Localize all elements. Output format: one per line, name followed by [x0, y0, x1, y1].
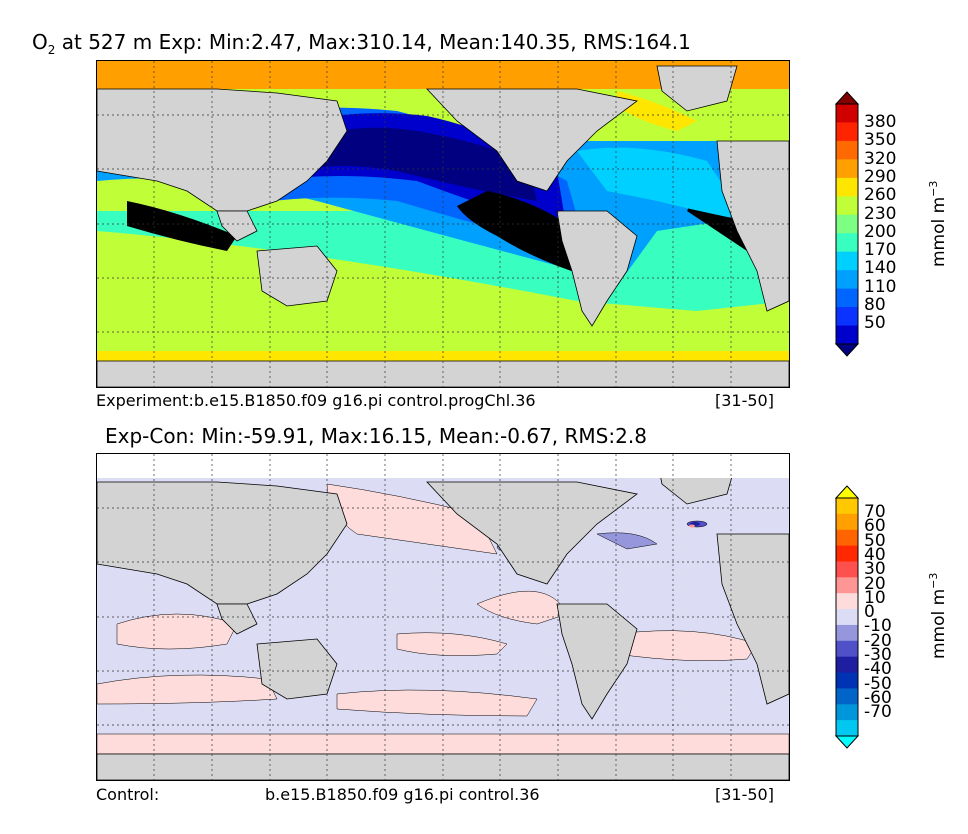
unit-text: mmol m [928, 196, 949, 268]
colorbar-tick-label: -60 [864, 687, 892, 708]
colorbar-band [836, 529, 858, 547]
colorbar-band [836, 196, 858, 216]
top-colorbar-unit: mmol m−3 [927, 174, 949, 274]
colorbar-band [836, 104, 858, 123]
bottom-map-title: Exp-Con: Min:-59.91, Max:16.15, Mean:-0.… [105, 424, 647, 448]
unit-exponent: −3 [927, 180, 941, 197]
colorbar-max-extension [834, 91, 860, 105]
bottom-control-label: Control: [96, 785, 160, 804]
colorbar-tick-label: 170 [864, 240, 897, 261]
colorbar-tick-label: 320 [864, 148, 897, 169]
colorbar-tick-label: 0 [864, 602, 875, 623]
colorbar-tick-label: 380 [864, 112, 897, 132]
colorbar-tick-label: -70 [864, 702, 892, 723]
colorbar-band [836, 233, 858, 253]
top-map-image [97, 61, 789, 387]
colorbar-tick-label: 60 [864, 516, 886, 537]
bottom-year-range: [31-50] [715, 785, 774, 804]
colorbar-tick-label: -10 [864, 616, 892, 637]
colorbar-tick-label: 140 [864, 258, 897, 279]
colorbar-band [836, 122, 858, 142]
unit-text: mmol m [928, 588, 949, 660]
colorbar-band [836, 307, 858, 327]
colorbar-tick-label: -20 [864, 630, 892, 651]
colorbar-band [836, 251, 858, 271]
unit-exponent: −3 [927, 572, 941, 589]
top-colorbar-graphic [834, 91, 860, 357]
colorbar-tick-label: 20 [864, 573, 886, 594]
colorbar-tick-label: 200 [864, 221, 897, 242]
colorbar-tick-label: 30 [864, 559, 886, 580]
top-map-panel [96, 60, 790, 388]
colorbar-band [836, 561, 858, 578]
colorbar-band [836, 640, 858, 658]
colorbar-band [836, 720, 858, 737]
colorbar-tick-label: -30 [864, 645, 892, 665]
top-year-range: [31-50] [715, 391, 774, 410]
title-stats: at 527 m Exp: Min:2.47, Max:310.14, Mean… [55, 30, 691, 54]
bottom-colorbar [834, 485, 860, 749]
colorbar-tick-label: 290 [864, 166, 897, 187]
colorbar-band [836, 609, 858, 626]
title-species: O [32, 30, 48, 54]
colorbar-band [836, 498, 858, 515]
colorbar-max-extension [834, 485, 860, 499]
colorbar-band [836, 214, 858, 234]
colorbar-band [836, 545, 858, 562]
title-species-subscript: 2 [47, 43, 56, 57]
colorbar-band [836, 270, 858, 290]
bottom-colorbar-graphic [834, 485, 860, 749]
colorbar-band [836, 159, 858, 179]
colorbar-band [836, 577, 858, 594]
bottom-map-panel [96, 453, 790, 781]
colorbar-band [836, 288, 858, 308]
colorbar-tick-label: 10 [864, 587, 886, 608]
colorbar-tick-label: -40 [864, 659, 892, 680]
colorbar-tick-label: 50 [864, 313, 886, 334]
colorbar-tick-label: 50 [864, 530, 886, 551]
colorbar-band [836, 140, 858, 160]
top-map-title: O2 at 527 m Exp: Min:2.47, Max:310.14, M… [32, 30, 691, 57]
colorbar-band [836, 624, 858, 642]
colorbar-min-extension [834, 343, 860, 357]
top-colorbar [834, 91, 860, 357]
colorbar-band [836, 672, 858, 689]
colorbar-tick-label: 350 [864, 130, 897, 151]
colorbar-band [836, 688, 858, 705]
colorbar-tick-label: 80 [864, 295, 886, 315]
colorbar-band [836, 325, 858, 345]
colorbar-tick-label: -50 [864, 673, 892, 694]
colorbar-band [836, 177, 858, 197]
colorbar-band [836, 513, 858, 531]
colorbar-tick-label: 40 [864, 544, 886, 565]
colorbar-min-extension [834, 735, 860, 749]
colorbar-tick-label: 110 [864, 276, 897, 297]
bottom-control-case: b.e15.B1850.f09 g16.pi control.36 [265, 785, 540, 804]
colorbar-band [836, 704, 858, 721]
colorbar-tick-label: 260 [864, 185, 897, 206]
colorbar-band [836, 656, 858, 674]
colorbar-band [836, 593, 858, 610]
colorbar-tick-label: 70 [864, 502, 886, 522]
top-experiment-label: Experiment:b.e15.B1850.f09 g16.pi contro… [96, 391, 536, 410]
bottom-map-image [97, 454, 789, 780]
colorbar-tick-label: 230 [864, 203, 897, 224]
bottom-colorbar-unit: mmol m−3 [927, 566, 949, 666]
